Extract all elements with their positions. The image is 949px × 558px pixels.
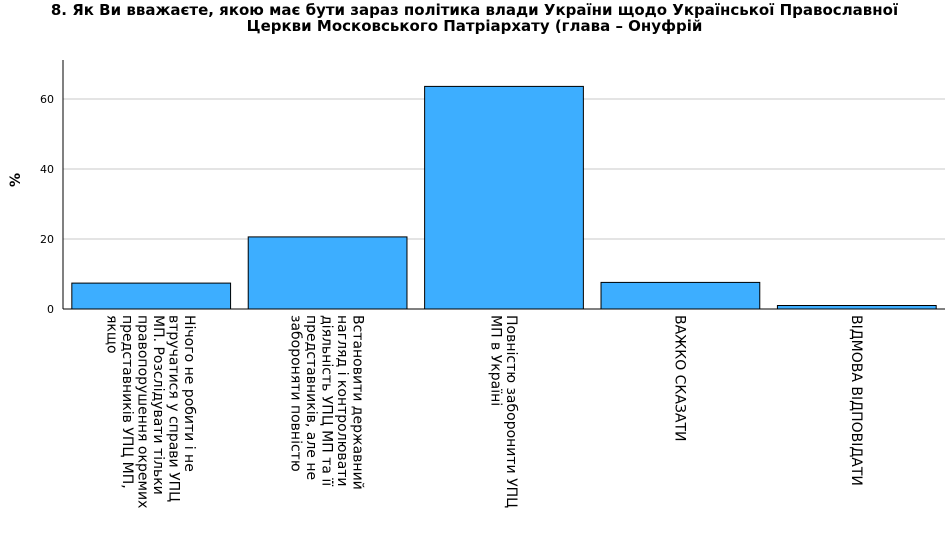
x-category-label-line: нагляд і контролювати (334, 315, 350, 487)
bar (600, 281, 761, 310)
x-category-label-line: представників УПЦ МП, (119, 315, 135, 489)
x-category-label-line: якщо (103, 315, 119, 354)
x-category-label-line: МП в Україні (487, 315, 503, 406)
y-tick-label: 20 (40, 233, 54, 246)
chart-title: 8. Як Ви вважаєте, якою має бути зараз п… (0, 2, 949, 34)
x-category-label-line: МП. Розслідувати тільки (150, 315, 166, 495)
x-category-label-line: Нічого не робити і не (181, 315, 197, 472)
bar (776, 305, 937, 310)
x-category-label-line: забороняти повністю (288, 315, 304, 472)
x-category-label-line: ВАЖКО СКАЗАТИ (671, 315, 687, 442)
bar (71, 282, 232, 310)
y-tick-label: 60 (40, 93, 54, 106)
bar (247, 236, 408, 310)
chart-title-line-1: 8. Як Ви вважаєте, якою має бути зараз п… (50, 1, 899, 19)
x-category-label: ВАЖКО СКАЗАТИ (671, 315, 687, 442)
x-category-label-line: Повністю заборонити УПЦ (503, 315, 519, 508)
bar (424, 85, 584, 310)
y-axis-label: % (8, 173, 24, 187)
chart-title-line-2: Церкви Московського Патріархату (глава –… (246, 17, 703, 35)
x-category-label-line: представників, але не (303, 315, 319, 480)
x-category-label-line: Встановити державний (350, 315, 366, 490)
x-category-label-line: ВІДМОВА ВІДПОВІДАТИ (848, 315, 864, 486)
x-category-label: ВІДМОВА ВІДПОВІДАТИ (848, 315, 864, 486)
y-tick-label: 40 (40, 163, 54, 176)
y-tick-label: 0 (47, 303, 54, 316)
x-category-label-line: втручатися у справи УПЦ (165, 315, 181, 502)
x-category-label-line: діяльність УПЦ МП та її (319, 315, 335, 486)
x-category-label-line: правопорушення окремих (134, 315, 150, 508)
